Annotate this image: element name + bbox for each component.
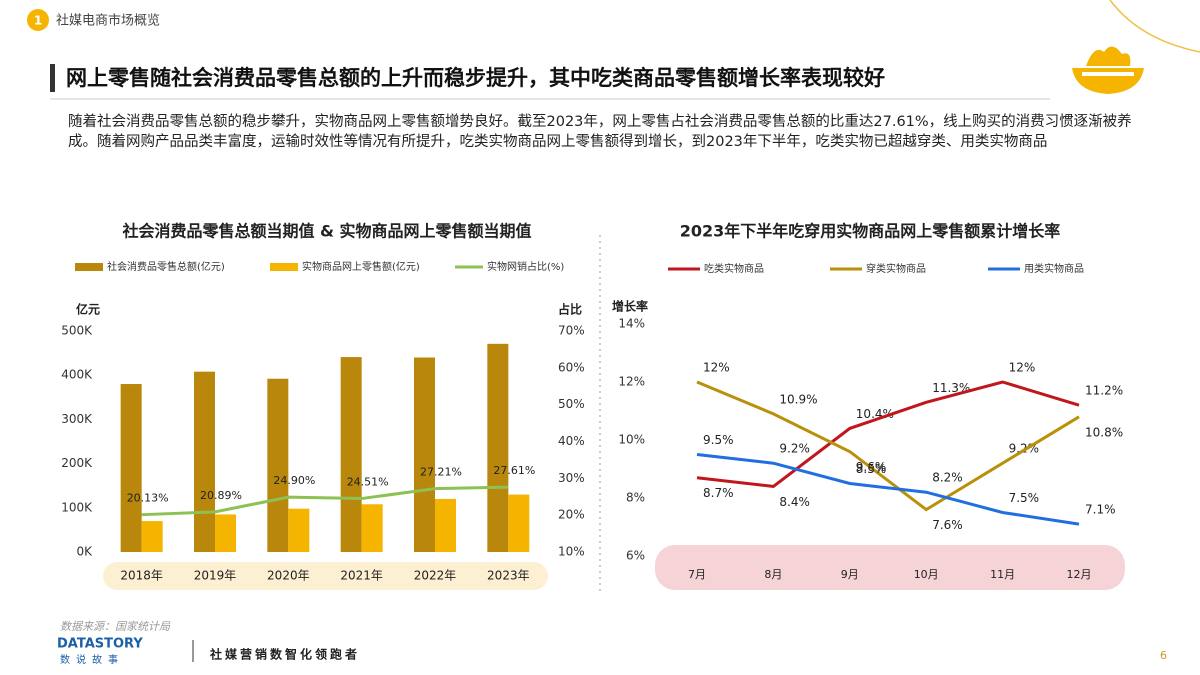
- data-label: 8.2%: [932, 471, 963, 485]
- summary: 随着社会消费品零售总额的稳步攀升，实物商品网上零售额增势良好。截至2023年，网…: [68, 114, 1132, 150]
- bar: [288, 508, 310, 552]
- data-label: 27.21%: [420, 466, 462, 479]
- category-strip: [655, 545, 1125, 590]
- y-tick-label: 12%: [618, 375, 645, 389]
- legend-label: 社会消费品零售总额(亿元): [107, 260, 225, 273]
- y2-axis-title: 占比: [558, 302, 582, 317]
- bar: [141, 521, 163, 552]
- section-badge: [27, 9, 49, 31]
- x-tick-label: 7月: [688, 568, 706, 581]
- line: [141, 485, 509, 517]
- data-label: 7.1%: [1085, 503, 1116, 517]
- data-label: 11.3%: [932, 381, 970, 395]
- data-label: 24.51%: [347, 476, 389, 489]
- y-axis-title: 增长率: [612, 299, 648, 314]
- y-tick-label: 10%: [618, 433, 645, 447]
- x-tick-label: 2023年: [487, 569, 530, 583]
- legend-label: 用类实物商品: [1024, 262, 1084, 275]
- data-label: 8.7%: [703, 486, 734, 500]
- y2-tick-label: 40%: [558, 434, 585, 448]
- bar: [414, 357, 435, 552]
- y2-tick-label: 50%: [558, 397, 585, 411]
- chart-title: 社会消费品零售总额当期值 & 实物商品网上零售额当期值: [121, 222, 531, 241]
- bar: [487, 343, 509, 552]
- y-tick-label: 6%: [626, 549, 645, 563]
- legend-label: 实物网销占比(%): [487, 260, 564, 273]
- y2-tick-label: 60%: [558, 360, 585, 374]
- x-tick-label: 8月: [764, 568, 782, 581]
- x-tick-label: 10月: [914, 568, 939, 581]
- x-tick-label: 9月: [841, 568, 859, 581]
- data-label: 12%: [703, 361, 730, 375]
- slogan: 社媒营销数智化领跑者: [209, 647, 360, 662]
- y-tick-label: 100K: [61, 500, 93, 514]
- y-tick-label: 14%: [618, 317, 645, 331]
- y2-tick-label: 10%: [558, 545, 585, 559]
- data-label: 7.5%: [1009, 491, 1040, 505]
- data-label: 9.5%: [703, 433, 734, 447]
- bar: [508, 494, 530, 552]
- y2-tick-label: 70%: [558, 324, 585, 338]
- bowl-icon: [1072, 46, 1144, 94]
- legend-label: 实物商品网上零售额(亿元): [302, 260, 420, 273]
- legend-label: 吃类实物商品: [704, 262, 764, 275]
- category-strip: [103, 562, 548, 590]
- bar: [194, 371, 215, 552]
- data-label: 20.13%: [127, 492, 169, 505]
- data-label: 8.5%: [856, 462, 887, 476]
- logo-sub: 数说故事: [60, 653, 124, 666]
- y-tick-label: 300K: [61, 412, 93, 426]
- data-label: 12%: [1009, 361, 1036, 375]
- line: [696, 380, 1080, 488]
- bar: [435, 498, 456, 552]
- section-title: 社媒电商市场概览: [56, 13, 160, 29]
- x-tick-label: 11月: [990, 568, 1015, 581]
- data-label: 10.9%: [779, 392, 817, 406]
- logo: DATASTORY: [57, 637, 143, 652]
- bar: [215, 514, 236, 552]
- y2-tick-label: 30%: [558, 471, 585, 485]
- data-label: 8.4%: [779, 495, 810, 509]
- chart-title: 2023年下半年吃穿用实物商品网上零售额累计增长率: [680, 222, 1061, 241]
- data-label: 9.2%: [779, 442, 810, 456]
- data-label: 10.8%: [1085, 425, 1123, 439]
- source: 数据来源：国家统计局: [60, 620, 171, 633]
- bar: [267, 378, 289, 552]
- y-tick-label: 8%: [626, 491, 645, 505]
- headline: 网上零售随社会消费品零售总额的上升而稳步提升，其中吃类商品零售额增长率表现较好: [66, 66, 885, 90]
- data-label: 11.2%: [1085, 384, 1123, 398]
- decor-arc: [1109, 0, 1200, 53]
- bar: [120, 384, 142, 552]
- bar: [340, 357, 362, 552]
- data-label: 20.89%: [200, 489, 242, 502]
- section-number: 1: [34, 14, 42, 28]
- x-tick-label: 2018年: [120, 569, 163, 583]
- y-tick-label: 0K: [76, 545, 93, 559]
- x-tick-label: 2020年: [267, 569, 310, 583]
- y-tick-label: 200K: [61, 456, 93, 470]
- data-label: 7.6%: [932, 518, 963, 532]
- x-tick-label: 2022年: [414, 569, 457, 583]
- y2-tick-label: 20%: [558, 508, 585, 522]
- data-label: 24.90%: [273, 474, 315, 487]
- data-label: 27.61%: [493, 464, 535, 477]
- line: [696, 453, 1080, 526]
- bar: [361, 504, 383, 552]
- headline-bar: [50, 64, 55, 92]
- legend-label: 穿类实物商品: [866, 262, 926, 275]
- legend-swatch: [75, 263, 103, 271]
- x-tick-label: 12月: [1067, 568, 1092, 581]
- x-tick-label: 2021年: [340, 569, 383, 583]
- x-tick-label: 2019年: [194, 569, 237, 583]
- line: [696, 380, 1080, 512]
- y-tick-label: 400K: [61, 368, 93, 382]
- page-number: 6: [1160, 649, 1167, 662]
- y-tick-label: 500K: [61, 324, 93, 338]
- legend-swatch: [270, 263, 298, 271]
- y-axis-title: 亿元: [76, 302, 100, 317]
